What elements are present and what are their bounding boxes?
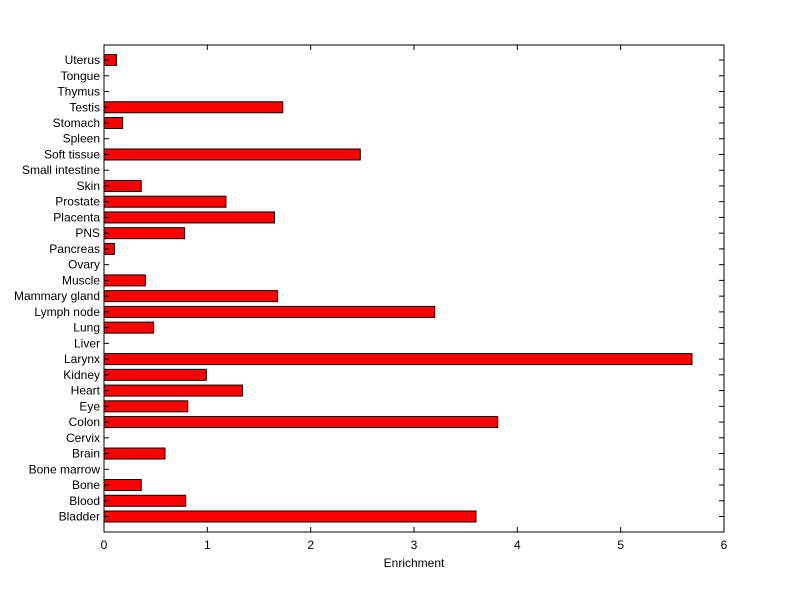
y-tick-label-uterus: Uterus	[65, 53, 100, 67]
x-tick-label-4: 4	[514, 538, 521, 552]
y-tick-label-ovary: Ovary	[68, 258, 100, 272]
bar-heart	[103, 384, 243, 397]
y-tick-label-thymus: Thymus	[57, 85, 100, 99]
y-tick-label-small-intestine: Small intestine	[22, 163, 100, 177]
y-tick-label-stomach: Stomach	[53, 116, 100, 130]
y-tick-label-eye: Eye	[79, 399, 100, 413]
y-tick-label-heart: Heart	[71, 384, 101, 398]
bars-group	[103, 54, 693, 523]
bar-eye	[103, 400, 189, 413]
x-tick-label-0: 0	[101, 538, 108, 552]
y-tick-label-lymph-node: Lymph node	[34, 305, 100, 319]
bar-colon	[103, 416, 499, 429]
bar-kidney	[103, 368, 207, 381]
y-tick-label-tongue: Tongue	[61, 69, 101, 83]
y-tick-label-blood: Blood	[69, 494, 100, 508]
y-tick-label-testis: Testis	[69, 100, 100, 114]
y-tick-label-liver: Liver	[74, 336, 100, 350]
y-tick-label-bladder: Bladder	[59, 510, 100, 524]
x-tick-label-5: 5	[617, 538, 624, 552]
bar-lymph-node	[103, 305, 436, 318]
y-tick-label-kidney: Kidney	[63, 368, 100, 382]
y-tick-label-mammary-gland: Mammary gland	[14, 289, 100, 303]
y-tick-label-placenta: Placenta	[53, 210, 100, 224]
x-tick-label-2: 2	[307, 538, 314, 552]
bar-prostate	[103, 195, 227, 208]
bar-skin	[103, 179, 142, 192]
y-tick-label-cervix: Cervix	[66, 431, 100, 445]
bar-pns	[103, 227, 186, 240]
y-tick-label-soft-tissue: Soft tissue	[44, 147, 100, 161]
plot-area-frame	[103, 44, 725, 533]
x-axis-label: Enrichment	[384, 556, 445, 570]
y-tick-label-pns: PNS	[75, 226, 100, 240]
bar-bone	[103, 479, 142, 492]
bar-brain	[103, 447, 166, 460]
y-tick-label-pancreas: Pancreas	[49, 242, 100, 256]
y-tick-label-spleen: Spleen	[63, 132, 100, 146]
bar-mammary-gland	[103, 290, 279, 303]
y-tick-label-muscle: Muscle	[62, 273, 100, 287]
bar-blood	[103, 494, 187, 507]
y-tick-label-colon: Colon	[69, 415, 100, 429]
y-tick-label-larynx: Larynx	[64, 352, 100, 366]
x-ticks-group: 0 1 2 3 4 5 6	[101, 45, 728, 552]
x-tick-label-1: 1	[204, 538, 211, 552]
bar-bladder	[103, 510, 477, 523]
bar-placenta	[103, 211, 275, 224]
bar-soft-tissue	[103, 148, 361, 161]
y-tick-label-skin: Skin	[77, 179, 100, 193]
bar-lung	[103, 321, 155, 334]
y-tick-label-lung: Lung	[73, 321, 100, 335]
x-tick-label-3: 3	[411, 538, 418, 552]
y-tick-label-prostate: Prostate	[55, 195, 100, 209]
bar-testis	[103, 101, 284, 114]
y-tick-label-bone: Bone	[72, 478, 100, 492]
bar-muscle	[103, 274, 146, 287]
x-tick-label-6: 6	[721, 538, 728, 552]
bar-larynx	[103, 353, 693, 366]
y-tick-label-bone-marrow: Bone marrow	[29, 462, 101, 476]
y-tick-label-brain: Brain	[72, 447, 100, 461]
